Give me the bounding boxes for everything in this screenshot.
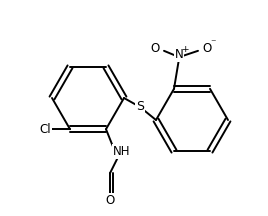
Text: ⁻: ⁻ bbox=[210, 38, 216, 48]
Text: O: O bbox=[105, 194, 115, 207]
Text: N: N bbox=[175, 48, 183, 61]
Text: NH: NH bbox=[113, 145, 131, 158]
Text: O: O bbox=[202, 42, 212, 55]
Text: S: S bbox=[136, 100, 144, 113]
Text: O: O bbox=[150, 42, 160, 55]
Text: Cl: Cl bbox=[39, 123, 51, 136]
Text: +: + bbox=[181, 45, 189, 54]
